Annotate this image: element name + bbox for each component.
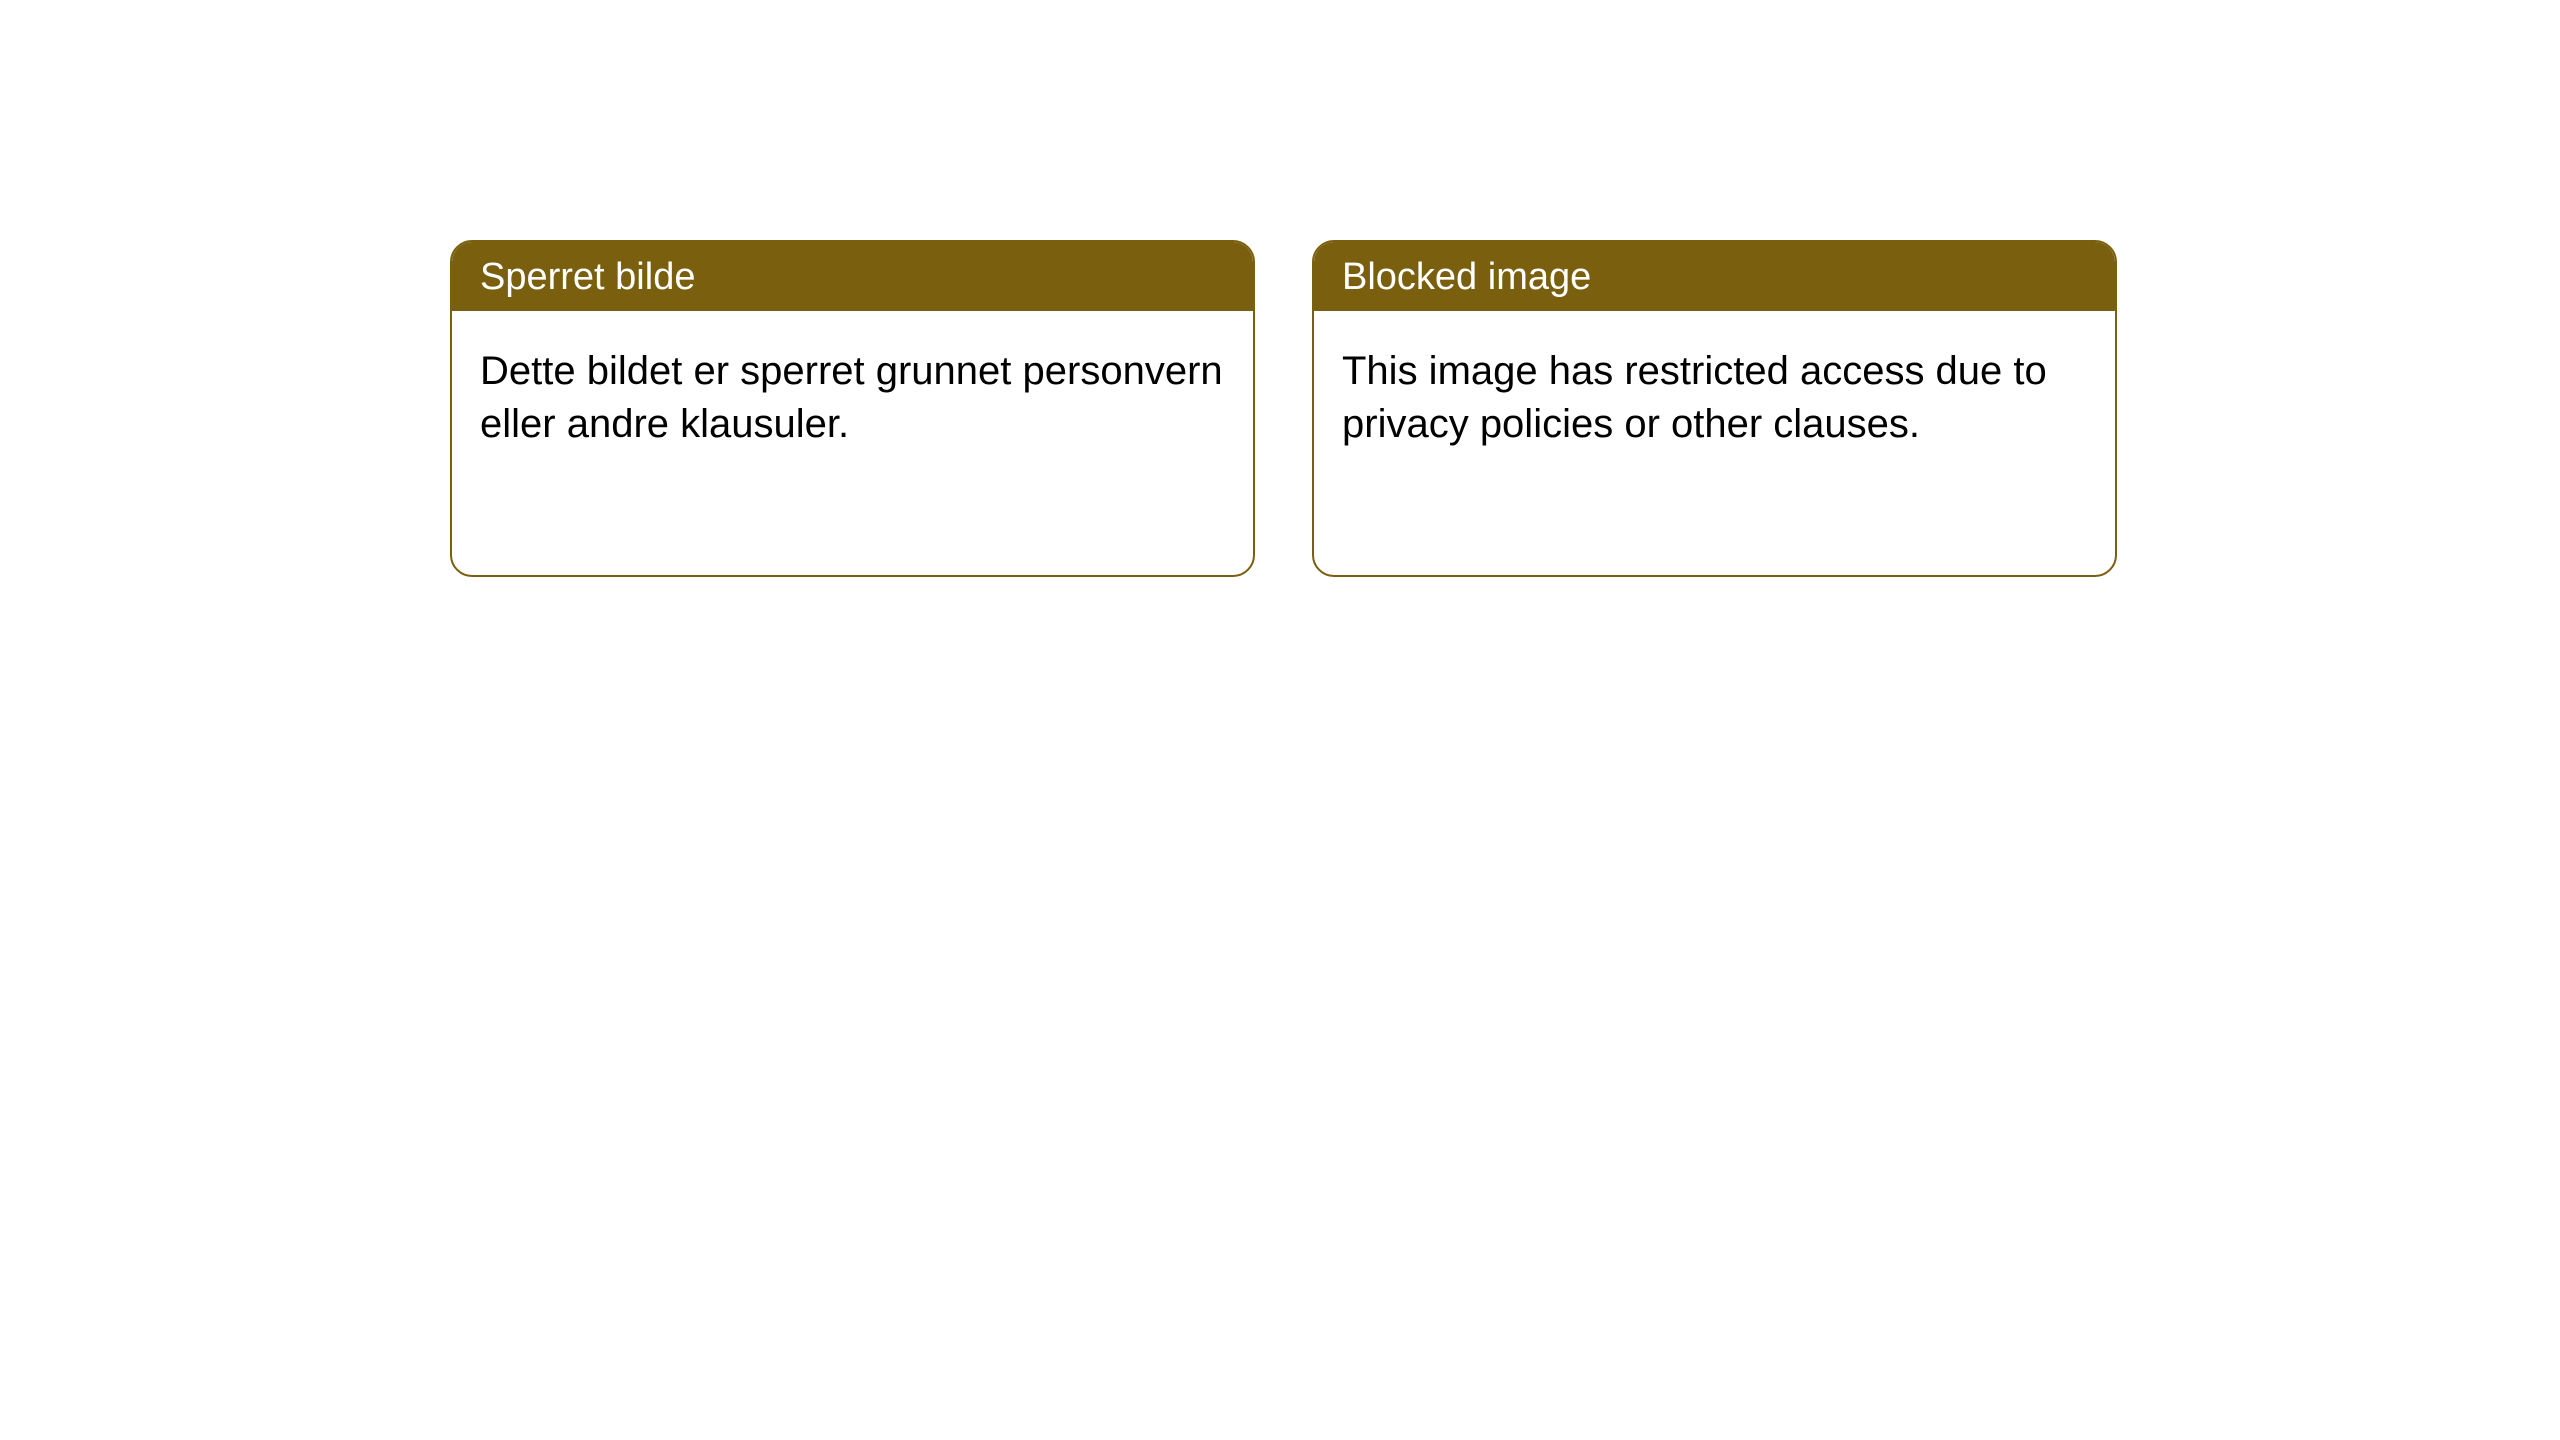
- blocked-image-card-english: Blocked image This image has restricted …: [1312, 240, 2117, 577]
- card-message: This image has restricted access due to …: [1342, 349, 2047, 446]
- card-header: Sperret bilde: [452, 242, 1253, 311]
- card-title: Sperret bilde: [480, 256, 695, 298]
- card-message: Dette bildet er sperret grunnet personve…: [480, 349, 1223, 446]
- card-body: Dette bildet er sperret grunnet personve…: [452, 311, 1253, 471]
- card-container: Sperret bilde Dette bildet er sperret gr…: [0, 0, 2560, 577]
- card-body: This image has restricted access due to …: [1314, 311, 2115, 471]
- card-header: Blocked image: [1314, 242, 2115, 311]
- card-title: Blocked image: [1342, 256, 1591, 298]
- blocked-image-card-norwegian: Sperret bilde Dette bildet er sperret gr…: [450, 240, 1255, 577]
